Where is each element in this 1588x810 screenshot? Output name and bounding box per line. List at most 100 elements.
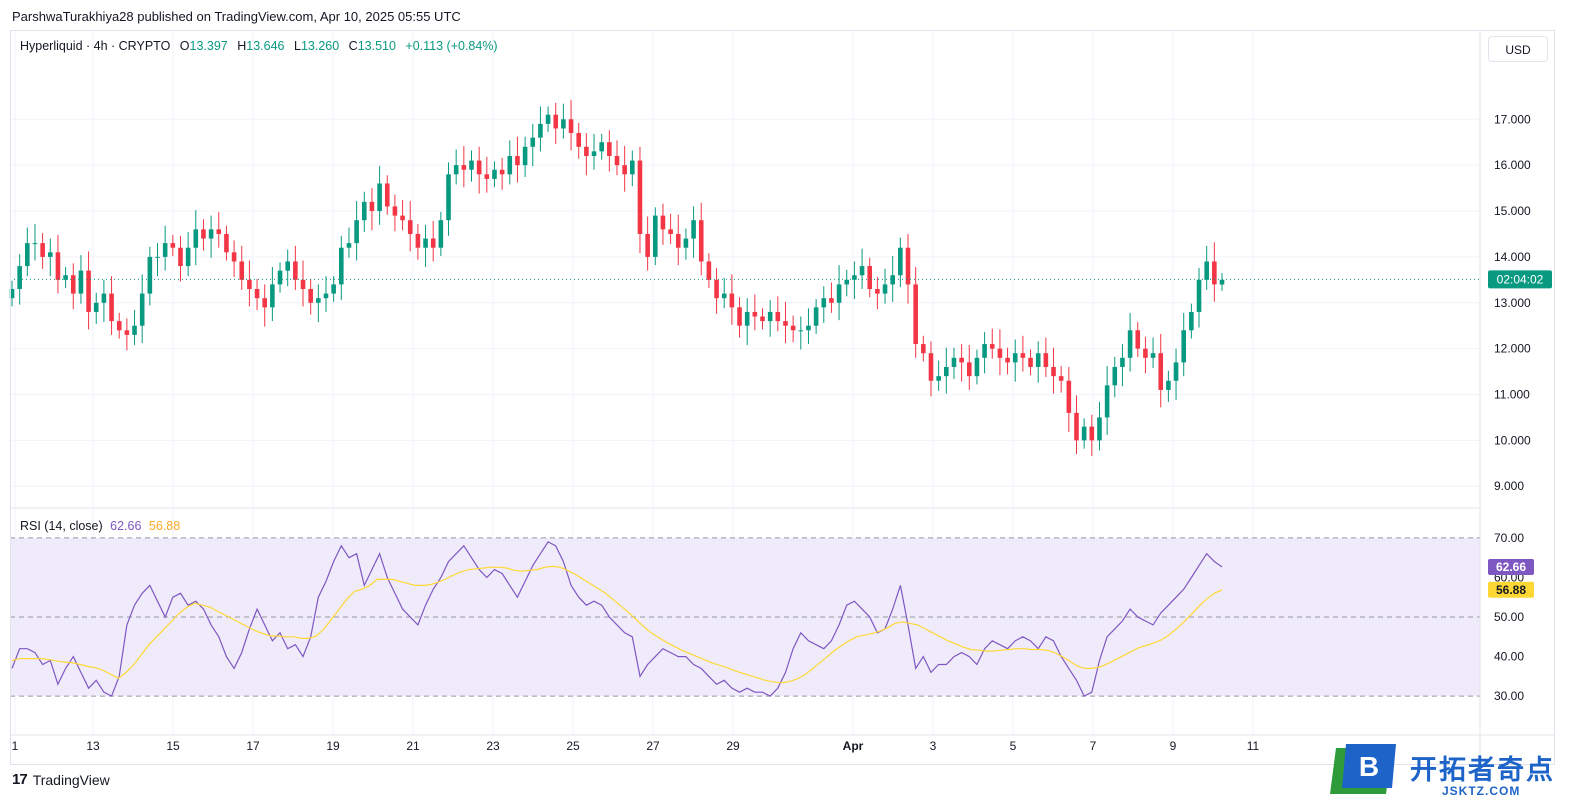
candle-body	[974, 357, 980, 377]
symbol-title[interactable]: Hyperliquid · 4h · CRYPTO	[20, 39, 171, 53]
candle-body	[1150, 353, 1156, 358]
candle-body	[339, 247, 344, 285]
candle-body	[1181, 330, 1187, 363]
rsi-legend: RSI (14, close) 62.66 56.88	[20, 519, 180, 533]
tradingview-footer[interactable]: 17 TradingView	[12, 771, 110, 788]
watermark: B 开拓者奇点 JSKTZ.COM	[1330, 742, 1580, 802]
low-value: 13.260	[300, 39, 340, 53]
candle-body	[1081, 426, 1087, 441]
candle-body	[882, 284, 888, 294]
candle-body	[1127, 330, 1133, 358]
candle-body	[254, 289, 260, 299]
candle-body	[9, 289, 15, 299]
price-tick-label: 9.000	[1494, 479, 1524, 493]
price-tick-label: 12.000	[1494, 342, 1531, 356]
candle-body	[78, 270, 84, 294]
candle-body	[377, 183, 382, 212]
candle-body	[1166, 380, 1171, 390]
price-tick-label: 13.000	[1494, 296, 1531, 310]
candle-body	[208, 229, 214, 239]
currency-button[interactable]: USD	[1488, 36, 1548, 62]
candle-body	[170, 243, 176, 248]
rsi-value: 62.66	[110, 519, 142, 533]
candle-body	[966, 362, 972, 377]
rsi-last-tag	[1488, 558, 1534, 575]
time-tick-label: 27	[646, 739, 660, 753]
time-tick-label: 7	[1090, 739, 1097, 753]
time-tick-label: 15	[166, 739, 180, 753]
price-tick-label: 17.000	[1494, 112, 1531, 126]
candle-body	[921, 344, 926, 354]
candle-body	[285, 261, 290, 271]
candle-body	[407, 220, 413, 234]
candle-body	[622, 165, 627, 175]
time-tick-label: 21	[406, 739, 420, 753]
candle-body	[201, 229, 206, 239]
candle-body	[1112, 366, 1118, 386]
candle-body	[553, 114, 559, 129]
candle-body	[836, 284, 842, 303]
candle-body	[499, 169, 505, 175]
candle-body	[185, 247, 191, 267]
candle-body	[63, 275, 68, 280]
candle-body	[70, 275, 76, 294]
candle-body	[392, 206, 398, 216]
candle-body	[852, 275, 857, 280]
candle-body	[1196, 279, 1202, 312]
close-label: C	[348, 39, 358, 53]
rsi-tick-label: 30.00	[1494, 689, 1524, 703]
candle-body	[40, 243, 45, 257]
ohlc-legend: Hyperliquid · 4h · CRYPTO O13.397 H13.64…	[20, 39, 498, 53]
chart-frame	[10, 30, 1555, 765]
candle-body	[400, 215, 405, 221]
time-tick-label: 1	[12, 739, 19, 753]
candle-body	[905, 247, 911, 285]
candle-body	[997, 348, 1003, 358]
candle-body	[821, 298, 827, 308]
candle-body	[744, 311, 750, 326]
last-price-tag	[1488, 270, 1552, 289]
candle-body	[361, 201, 367, 221]
candle-body	[813, 307, 819, 326]
candle-body	[239, 261, 245, 280]
candle-body	[277, 270, 283, 285]
candle-body	[1066, 380, 1072, 413]
candle-body	[25, 243, 30, 267]
candle-body	[645, 233, 650, 257]
candle-body	[270, 284, 275, 308]
candle-body	[492, 169, 497, 179]
candlestick-series	[9, 100, 1225, 456]
candle-body	[1020, 353, 1026, 358]
candle-body	[767, 311, 773, 322]
rsi-level-lines	[10, 537, 1480, 697]
rsi-tick-label: 40.00	[1494, 650, 1524, 664]
candle-body	[331, 284, 336, 294]
candle-body	[737, 307, 742, 326]
candle-body	[783, 321, 788, 326]
candle-body	[1143, 348, 1148, 358]
candle-body	[775, 311, 781, 322]
candle-body	[530, 137, 536, 147]
candle-body	[599, 142, 604, 152]
candle-body	[1028, 357, 1033, 367]
candle-body	[1173, 362, 1179, 381]
candle-body	[568, 119, 574, 134]
candle-body	[1089, 426, 1095, 441]
candle-body	[652, 215, 658, 257]
rsi-title[interactable]: RSI (14, close)	[20, 519, 103, 533]
candle-body	[415, 233, 421, 248]
candle-body	[1104, 385, 1110, 418]
candle-body	[262, 298, 268, 308]
candle-body	[293, 261, 298, 280]
price-axis[interactable]: 9.000 10.000 11.000 12.000 13.000 14.000 15.00…	[1494, 112, 1531, 493]
candle-body	[1058, 376, 1064, 381]
candle-body	[346, 243, 352, 248]
candle-body	[1051, 366, 1056, 377]
time-tick-label: 25	[566, 739, 580, 753]
candle-body	[147, 256, 153, 294]
price-tick-label: 14.000	[1494, 250, 1531, 264]
candle-body	[1204, 261, 1209, 280]
candle-body	[729, 293, 735, 308]
time-axis[interactable]: 1 13 15 17 19 21 23 25 27 29 Apr 3 5 7 9 11	[12, 739, 1260, 753]
